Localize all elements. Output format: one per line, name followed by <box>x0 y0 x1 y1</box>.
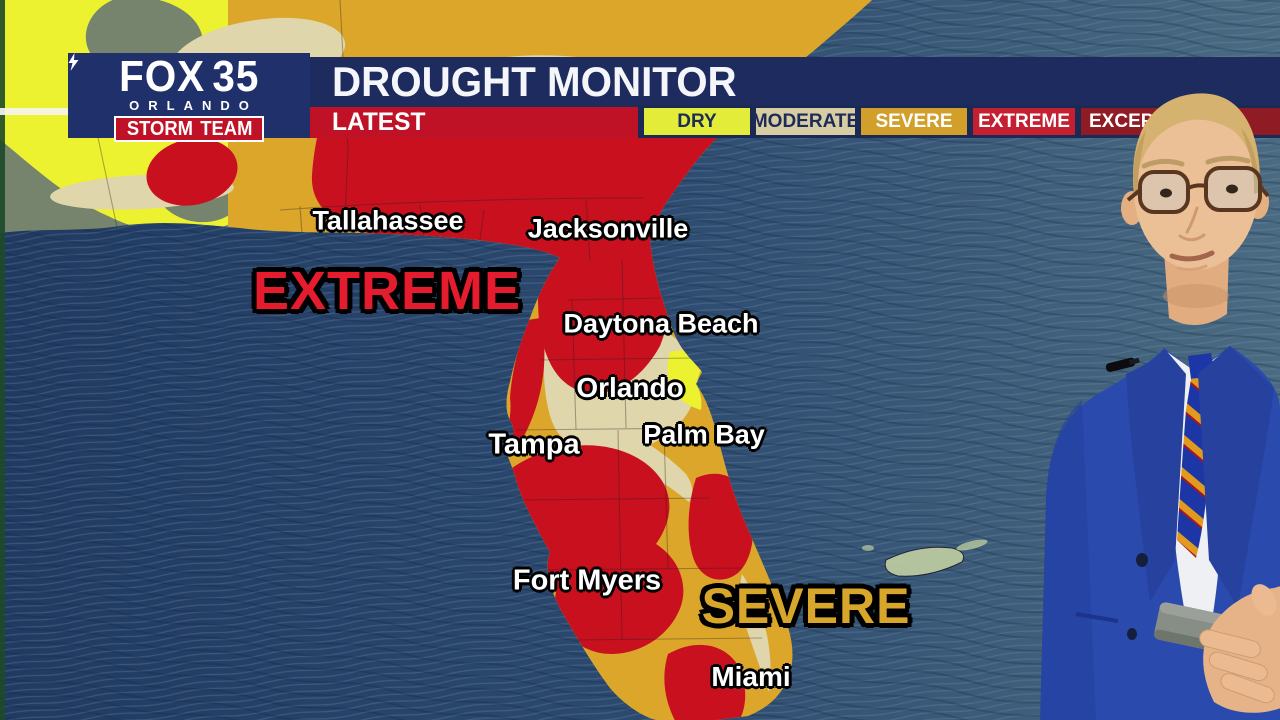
lightning-bolt-icon <box>68 53 79 71</box>
city-label-palm-bay: Palm Bay <box>643 419 765 450</box>
city-label-fort-myers: Fort Myers <box>512 564 662 597</box>
city-label-tallahassee: Tallahassee <box>312 205 464 236</box>
title-bar: DROUGHT MONITOR <box>310 57 1280 107</box>
city-label-daytona-beach: Daytona Beach <box>563 308 759 339</box>
legend-dry: DRY <box>644 108 750 135</box>
mouth <box>1169 250 1215 262</box>
thumb <box>1251 584 1277 616</box>
boundary-lines <box>95 0 763 641</box>
region-label-extreme: EXTREME <box>252 261 522 321</box>
city-label-orlando: Orlando <box>576 372 684 403</box>
fingers <box>1199 629 1275 704</box>
legend-moderate: MODERATE <box>752 108 859 135</box>
eye-right <box>1226 184 1238 194</box>
bahamas-islands <box>862 539 988 577</box>
city-label-miami: Miami <box>711 661 791 692</box>
subtitle: LATEST <box>332 108 426 136</box>
logo-fox35: FOX 35 <box>118 52 260 101</box>
map-edge-strip <box>0 0 5 720</box>
suit-pocket <box>1075 612 1119 623</box>
region-label-severe: SEVERE <box>701 578 911 634</box>
eye-left <box>1160 188 1172 198</box>
city-label-tampa: Tampa <box>488 428 580 461</box>
city-label-jacksonville: Jacksonville <box>527 213 689 244</box>
page-title: DROUGHT MONITOR <box>332 58 737 105</box>
logo-city: ORLANDO <box>129 98 258 113</box>
legend-severe: SEVERE <box>861 108 967 135</box>
lapel-right <box>1198 346 1274 608</box>
lapel-microphone <box>1105 357 1140 372</box>
suit-button <box>1136 553 1148 567</box>
logo-stormteam: STORM TEAM <box>68 53 265 142</box>
highway-line <box>0 108 70 115</box>
hair <box>1132 93 1261 196</box>
nose <box>1178 206 1206 242</box>
face <box>1134 110 1258 270</box>
legend-extreme: EXTREME <box>973 108 1075 135</box>
lapel-left <box>1126 348 1186 602</box>
station-logo: FOX 35 ORLANDO STORM TEAM <box>68 52 310 142</box>
